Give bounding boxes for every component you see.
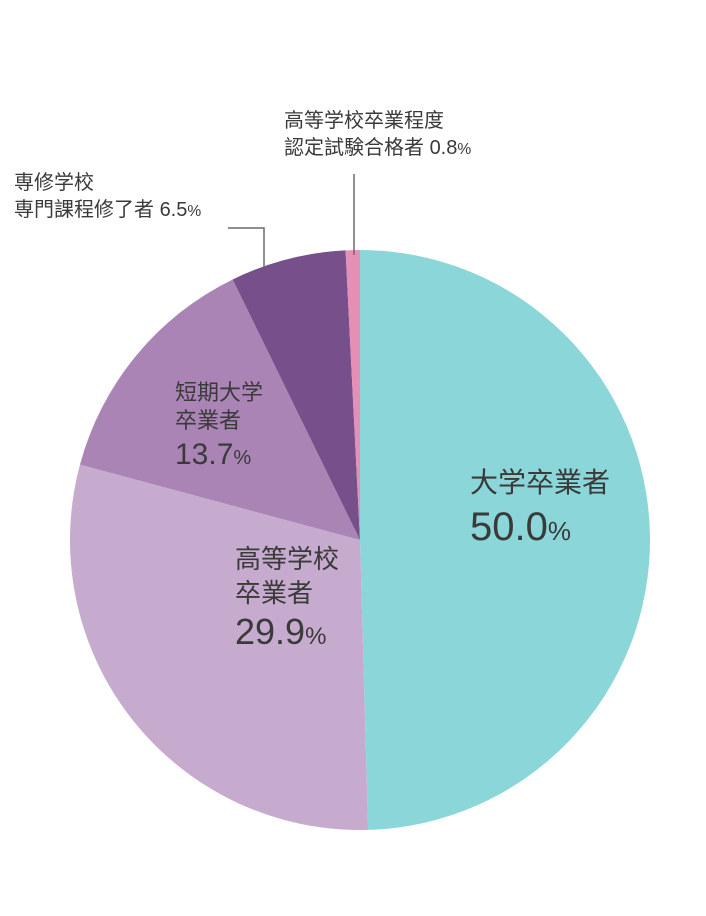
- external-slice-label: 専修学校専門課程修了者 6.5%: [14, 170, 201, 224]
- slice-label: 卒業者: [235, 578, 313, 608]
- slice-label: 大学卒業者: [470, 467, 610, 498]
- slice-label: 卒業者: [175, 408, 241, 433]
- pie-chart: 大学卒業者50.0%高等学校卒業者29.9%短期大学卒業者13.7%専修学校専門…: [0, 0, 706, 916]
- slice-label: 高等学校: [235, 544, 339, 574]
- leader-line: [228, 228, 264, 268]
- external-slice-label: 高等学校卒業程度認定試験合格者 0.8%: [284, 108, 471, 162]
- slice-label: 短期大学: [175, 380, 263, 405]
